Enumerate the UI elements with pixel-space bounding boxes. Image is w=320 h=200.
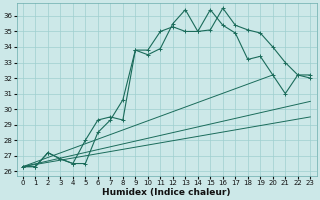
- X-axis label: Humidex (Indice chaleur): Humidex (Indice chaleur): [102, 188, 231, 197]
